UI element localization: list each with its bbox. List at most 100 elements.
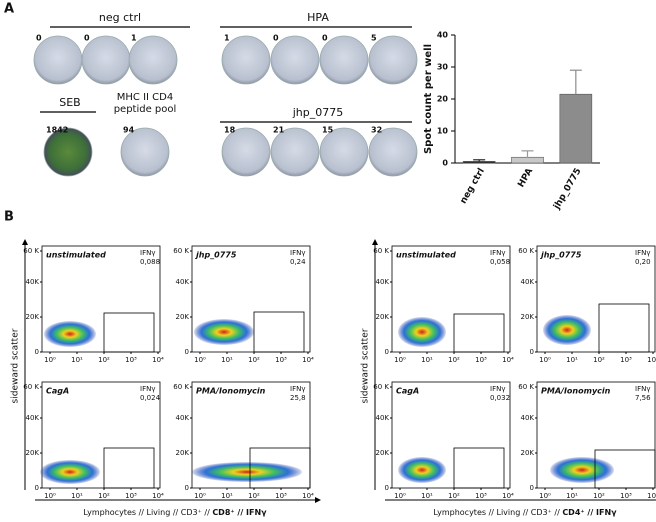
- well: [33, 35, 83, 85]
- sample-label: jhp_0775: [194, 251, 237, 260]
- gate-value: 0,058: [490, 258, 510, 266]
- y-tick-label: 60 K: [23, 383, 39, 391]
- y-tick-label: 20K: [176, 449, 190, 457]
- marker-label: IFNγ: [290, 385, 305, 393]
- spot-count: 15: [322, 126, 334, 135]
- y-tick-label: 20: [437, 95, 449, 104]
- density-cloud: [550, 457, 614, 483]
- x-tick-label: 10⁰: [44, 356, 56, 364]
- x-tick-label: 10¹: [71, 492, 83, 500]
- x-tick-label: 10¹: [421, 492, 433, 500]
- y-tick-label: 60 K: [373, 383, 389, 391]
- well-group-title: jhp_0775: [292, 106, 344, 119]
- x-axis-label-part: Lymphocytes // Living // CD3⁺ //: [83, 508, 212, 517]
- marker-label: IFNγ: [490, 249, 505, 257]
- spot-count: 94: [123, 126, 135, 135]
- gate-value: 0,032: [490, 394, 510, 402]
- spot-count: 0: [36, 34, 42, 43]
- y-tick-label: 0: [385, 348, 389, 356]
- x-tick-label: 10²: [448, 356, 460, 364]
- y-tick-label: 60 K: [518, 247, 534, 255]
- spot-count: 5: [371, 34, 377, 43]
- x-tick-label: 10³: [275, 492, 287, 500]
- x-tick-label: 10⁴: [152, 356, 164, 364]
- gate: [453, 313, 505, 353]
- gate-value: 25,8: [290, 394, 306, 402]
- x-tick-label: 10⁰: [194, 356, 206, 364]
- well: [43, 127, 93, 177]
- x-tick-label: 10³: [620, 356, 632, 364]
- x-tick-label: 10³: [125, 492, 137, 500]
- y-tick-label: 0: [442, 159, 448, 168]
- x-tick-label: 10⁰: [194, 492, 206, 500]
- sample-label: PMA/Ionomycin: [196, 387, 266, 396]
- gate-value: 7,56: [635, 394, 651, 402]
- x-tick-label: 10⁰: [394, 356, 406, 364]
- sample-label: CagA: [396, 387, 419, 396]
- x-tick-label: 10²: [448, 492, 460, 500]
- gate: [594, 449, 656, 489]
- x-tick-label: HPA: [516, 167, 535, 190]
- x-tick-label: 10²: [98, 356, 110, 364]
- x-tick-label: 10³: [475, 356, 487, 364]
- bar: [511, 156, 544, 164]
- y-tick-label: 40K: [376, 414, 390, 422]
- y-tick-label: 0: [530, 348, 534, 356]
- x-tick-label: 10⁴: [647, 492, 656, 500]
- gate: [453, 447, 505, 489]
- spot-count: 1842: [46, 126, 68, 135]
- spot-count: 0: [273, 34, 279, 43]
- x-tick-label: 10²: [593, 492, 605, 500]
- well: [221, 127, 271, 177]
- y-tick-label: 40K: [26, 414, 40, 422]
- gate: [253, 311, 305, 353]
- y-tick-label: 20K: [176, 313, 190, 321]
- x-tick-label: 10¹: [566, 492, 578, 500]
- x-tick-label: 10³: [475, 492, 487, 500]
- x-tick-label: 10¹: [221, 492, 233, 500]
- y-tick-label: 40K: [176, 414, 190, 422]
- x-tick-label: 10³: [275, 356, 287, 364]
- spot-count: 0: [84, 34, 90, 43]
- y-axis-label: sideward scatter: [361, 328, 371, 403]
- marker-label: IFNγ: [635, 385, 650, 393]
- y-tick-label: 60 K: [173, 383, 189, 391]
- spot-count: 1: [131, 34, 137, 43]
- x-tick-label: 10⁰: [539, 492, 551, 500]
- bar: [462, 161, 496, 164]
- x-tick-label: 10¹: [421, 356, 433, 364]
- y-tick-label: 0: [530, 484, 534, 492]
- x-tick-label: 10²: [593, 356, 605, 364]
- well-group-title: neg ctrl: [99, 11, 141, 24]
- sample-label: unstimulated: [396, 251, 456, 260]
- y-tick-label: 60 K: [373, 247, 389, 255]
- y-tick-label: 20K: [521, 449, 535, 457]
- y-tick-label: 30: [437, 63, 449, 72]
- density-cloud: [192, 462, 302, 482]
- gate: [598, 303, 650, 353]
- y-tick-label: 20K: [26, 449, 40, 457]
- spot-count: 32: [371, 126, 382, 135]
- marker-label: IFNγ: [290, 249, 305, 257]
- x-axis-label-part: Lymphocytes // Living // CD3⁺ //: [433, 508, 562, 517]
- y-tick-label: 0: [185, 484, 189, 492]
- x-tick-label: neg ctrl: [459, 167, 487, 206]
- gate-value: 0,088: [140, 258, 160, 266]
- density-cloud: [194, 319, 254, 345]
- y-tick-label: 20K: [376, 449, 390, 457]
- y-tick-label: 40K: [376, 278, 390, 286]
- y-axis-label: Spot count per well: [423, 44, 434, 154]
- bar: [559, 93, 593, 164]
- y-tick-label: 60 K: [518, 383, 534, 391]
- density-cloud: [398, 457, 446, 483]
- y-tick-label: 20K: [376, 313, 390, 321]
- panel-label: A: [4, 2, 14, 17]
- x-axis-label: Lymphocytes // Living // CD3⁺ // CD4⁺ //…: [433, 508, 617, 517]
- density-cloud: [543, 315, 591, 345]
- x-tick-label: 10⁴: [152, 492, 164, 500]
- x-axis-label-bold: CD8⁺ // IFNγ: [212, 508, 267, 517]
- y-tick-label: 10: [437, 127, 449, 136]
- well: [319, 127, 369, 177]
- y-tick-label: 20K: [521, 313, 535, 321]
- well: [120, 127, 170, 177]
